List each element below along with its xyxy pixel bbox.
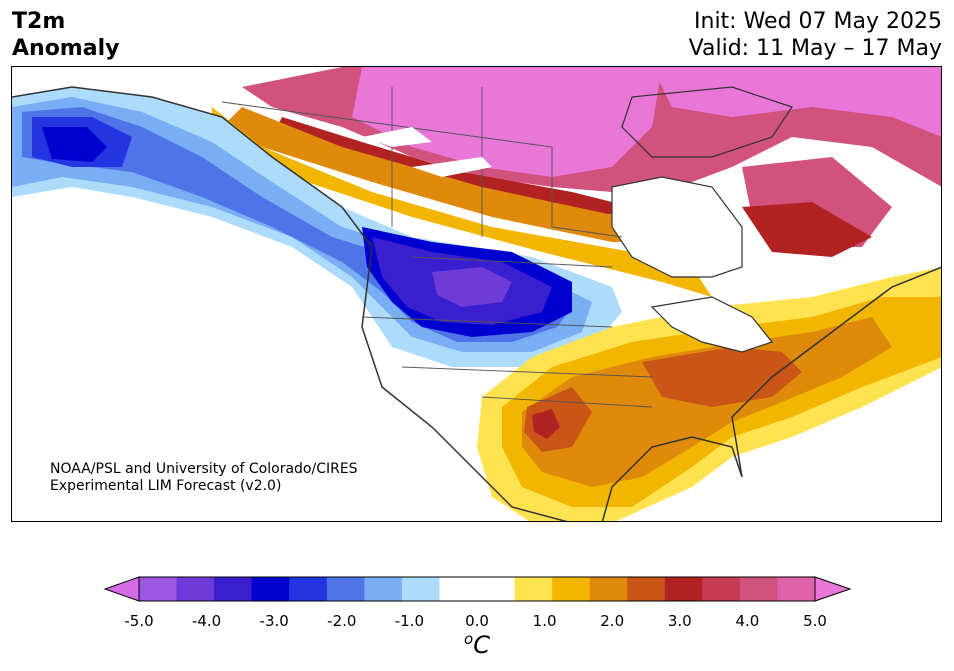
anomaly-map[interactable]: NOAA/PSL and University of Colorado/CIRE… [11,66,942,522]
colorbar-segment [214,577,253,601]
title-line-2: Anomaly [12,36,120,61]
colorbar-segment [664,577,703,601]
colorbar-tick-label: 1.0 [532,612,557,630]
colorbar-left-arrow [103,576,140,602]
colorbar-segment [326,577,365,601]
attribution-line-1: NOAA/PSL and University of Colorado/CIRE… [50,461,358,477]
colorbar-segments [139,577,816,601]
valid-range: Valid: 11 May – 17 May [688,36,942,61]
unit-base: C [473,631,490,659]
colorbar-tick-label: -3.0 [259,612,289,630]
colorbar-segment [439,577,478,601]
colorbar-segment [627,577,666,601]
colorbar-outline [138,576,816,602]
colorbar-segment [514,577,553,601]
colorbar-tick-label: -5.0 [124,612,154,630]
colorbar-segment [176,577,215,601]
title-line-1: T2m [12,9,66,34]
colorbar-tick-label: -2.0 [327,612,357,630]
colorbar-segment [589,577,628,601]
colorbar-tick-label: 4.0 [735,612,760,630]
colorbar-tick-label: 3.0 [667,612,692,630]
attribution-line-2: Experimental LIM Forecast (v2.0) [50,478,282,494]
init-date: Init: Wed 07 May 2025 [694,9,942,34]
map-canvas [12,67,941,521]
colorbar-segment [139,577,178,601]
attribution: NOAA/PSL and University of Colorado/CIRE… [50,461,358,495]
unit-label: oC [464,630,490,659]
colorbar-segment [289,577,328,601]
colorbar-tick-label: 2.0 [600,612,625,630]
map-title: T2m Anomaly [12,8,119,62]
colorbar-right-arrow [814,576,852,602]
colorbar-segment [401,577,440,601]
colorbar-segment [739,577,778,601]
colorbar-tick-label: 5.0 [803,612,827,630]
colorbar-segment [251,577,290,601]
colorbar-tick-label: -1.0 [394,612,425,630]
colorbar-tick-label: -4.0 [191,612,222,630]
unit-degree: o [464,630,474,648]
colorbar-segment [477,577,516,601]
forecast-dates: Init: Wed 07 May 2025 Valid: 11 May – 17… [689,8,942,62]
colorbar-segment [552,577,591,601]
colorbar-segment [777,577,816,601]
colorbar-segment [364,577,403,601]
colorbar-segment [702,577,741,601]
colorbar-tick-label: 0.0 [465,612,489,630]
